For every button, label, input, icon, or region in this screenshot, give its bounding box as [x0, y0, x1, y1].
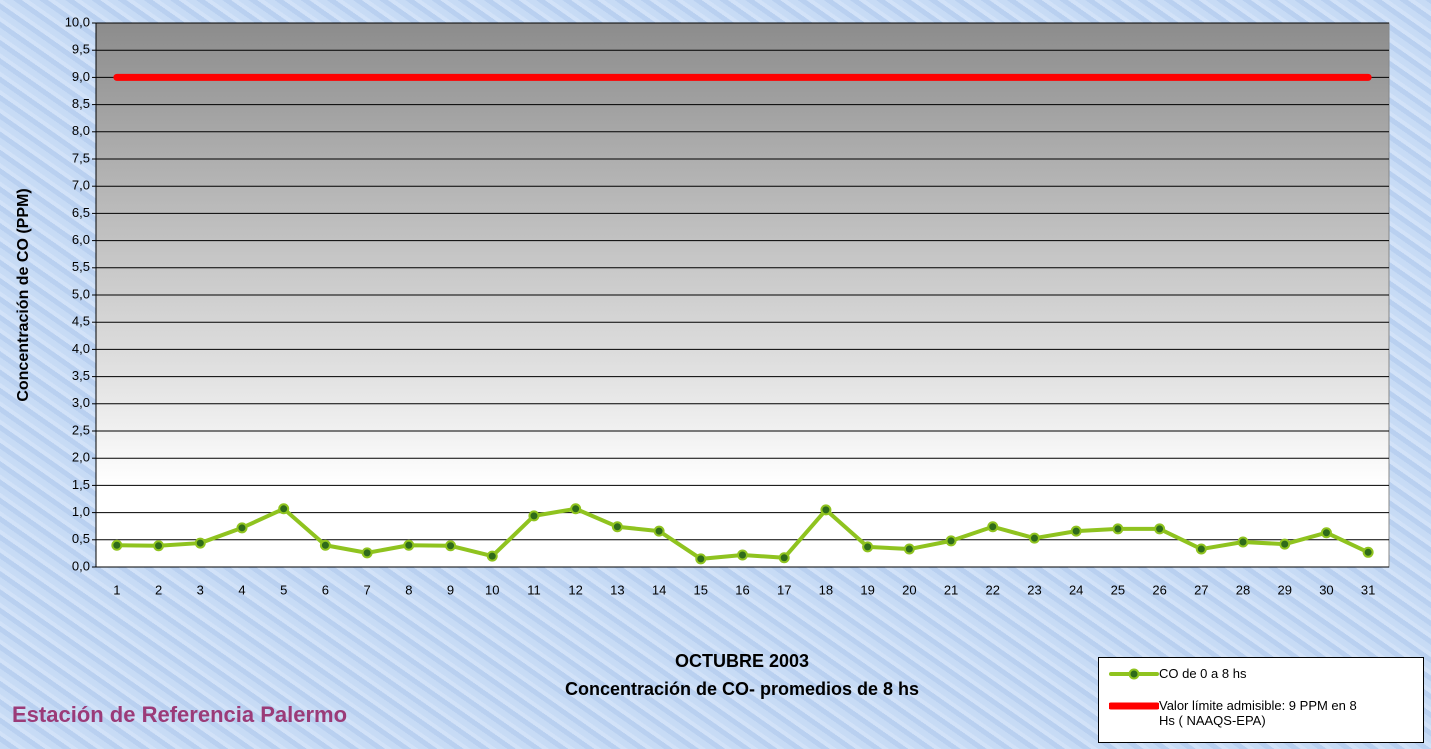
data-point: [1279, 538, 1291, 550]
data-point: [1320, 527, 1332, 539]
x-tick-label: 8: [405, 582, 412, 597]
x-tick-label: 16: [735, 582, 749, 597]
data-point: [236, 522, 248, 534]
data-point: [528, 510, 540, 522]
y-tick-label: 6,0: [72, 232, 90, 247]
y-axis-label: Concentración de CO (PPM): [15, 188, 32, 401]
y-tick-label: 8,5: [72, 96, 90, 111]
y-tick-label: 10,0: [65, 14, 90, 29]
y-tick-label: 5,0: [72, 286, 90, 301]
x-tick-label: 4: [238, 582, 245, 597]
data-point: [653, 525, 665, 537]
x-tick-label: 24: [1069, 582, 1083, 597]
y-tick-label: 1,0: [72, 504, 90, 519]
legend-item: CO de 0 a 8 hs: [1109, 666, 1359, 682]
x-tick-label: 13: [610, 582, 624, 597]
data-point: [820, 504, 832, 516]
data-point: [194, 537, 206, 549]
data-point: [486, 550, 498, 562]
data-point: [111, 539, 123, 551]
x-tick-label: 17: [777, 582, 791, 597]
x-tick-label: 14: [652, 582, 666, 597]
data-point: [1195, 543, 1207, 555]
x-tick-label: 9: [447, 582, 454, 597]
data-point: [278, 503, 290, 515]
data-point: [945, 535, 957, 547]
x-tick-label: 15: [694, 582, 708, 597]
legend-item: Valor límite admisible: 9 PPM en 8 Hs ( …: [1109, 698, 1359, 728]
x-tick-label: 3: [197, 582, 204, 597]
x-tick-label: 21: [944, 582, 958, 597]
legend-label: CO de 0 a 8 hs: [1159, 666, 1247, 681]
x-tick-label: 19: [860, 582, 874, 597]
legend-swatch: [1109, 668, 1159, 680]
data-point: [987, 521, 999, 533]
y-tick-label: 0,0: [72, 558, 90, 573]
x-tick-label: 1: [113, 582, 120, 597]
data-point: [903, 543, 915, 555]
x-tick-label: 20: [902, 582, 916, 597]
data-point: [862, 541, 874, 553]
legend-label: Valor límite admisible: 9 PPM en 8 Hs ( …: [1159, 698, 1357, 728]
y-tick-label: 3,0: [72, 395, 90, 410]
legend-marker: [1128, 668, 1140, 680]
y-tick-label: 2,0: [72, 450, 90, 465]
x-tick-label: 11: [527, 582, 541, 597]
data-point: [778, 552, 790, 564]
y-tick-label: 0,5: [72, 531, 90, 546]
y-tick-label: 6,5: [72, 205, 90, 220]
x-tick-label: 28: [1236, 582, 1250, 597]
x-tick-label: 26: [1152, 582, 1166, 597]
data-point: [1362, 546, 1374, 558]
y-tick-label: 7,5: [72, 150, 90, 165]
y-tick-label: 5,5: [72, 259, 90, 274]
data-point: [570, 503, 582, 515]
x-tick-label: 7: [363, 582, 370, 597]
data-point: [737, 549, 748, 561]
x-tick-label: 29: [1277, 582, 1291, 597]
y-tick-label: 2,5: [72, 422, 90, 437]
x-tick-label: 5: [280, 582, 287, 597]
y-tick-label: 8,0: [72, 123, 90, 138]
data-point: [1112, 523, 1124, 535]
y-tick-label: 7,0: [72, 178, 90, 193]
data-point: [611, 521, 623, 533]
data-point: [1237, 536, 1249, 548]
x-tick-label: 25: [1111, 582, 1125, 597]
data-point: [361, 547, 373, 559]
data-point: [445, 540, 457, 552]
annotation: Estación de Referencia Palermo: [12, 702, 347, 727]
y-tick-label: 9,0: [72, 69, 90, 84]
x-tick-label: 23: [1027, 582, 1041, 597]
x-tick-label: 30: [1319, 582, 1333, 597]
x-tick-label: 6: [322, 582, 329, 597]
y-tick-label: 4,0: [72, 341, 90, 356]
y-tick-label: 1,5: [72, 477, 90, 492]
y-tick-label: 9,5: [72, 42, 90, 57]
x-tick-label: 18: [819, 582, 833, 597]
chart-subtitle: Concentración de CO- promedios de 8 hs: [565, 679, 919, 699]
data-point: [1070, 525, 1082, 537]
data-point: [695, 553, 707, 565]
y-tick-label: 3,5: [72, 368, 90, 383]
x-tick-label: 2: [155, 582, 162, 597]
x-tick-label: 10: [485, 582, 499, 597]
data-point: [1154, 523, 1166, 535]
data-point: [153, 540, 165, 552]
chart-title: OCTUBRE 2003: [675, 651, 809, 671]
x-tick-label: 12: [568, 582, 582, 597]
legend-swatch: [1109, 702, 1159, 710]
x-tick-label: 31: [1361, 582, 1375, 597]
data-point: [403, 539, 415, 551]
data-point: [319, 539, 331, 551]
x-tick-label: 22: [986, 582, 1000, 597]
legend: CO de 0 a 8 hs Valor límite admisible: 9 …: [1098, 657, 1424, 743]
y-tick-label: 4,5: [72, 314, 90, 329]
data-point: [1028, 532, 1040, 544]
x-tick-label: 27: [1194, 582, 1208, 597]
